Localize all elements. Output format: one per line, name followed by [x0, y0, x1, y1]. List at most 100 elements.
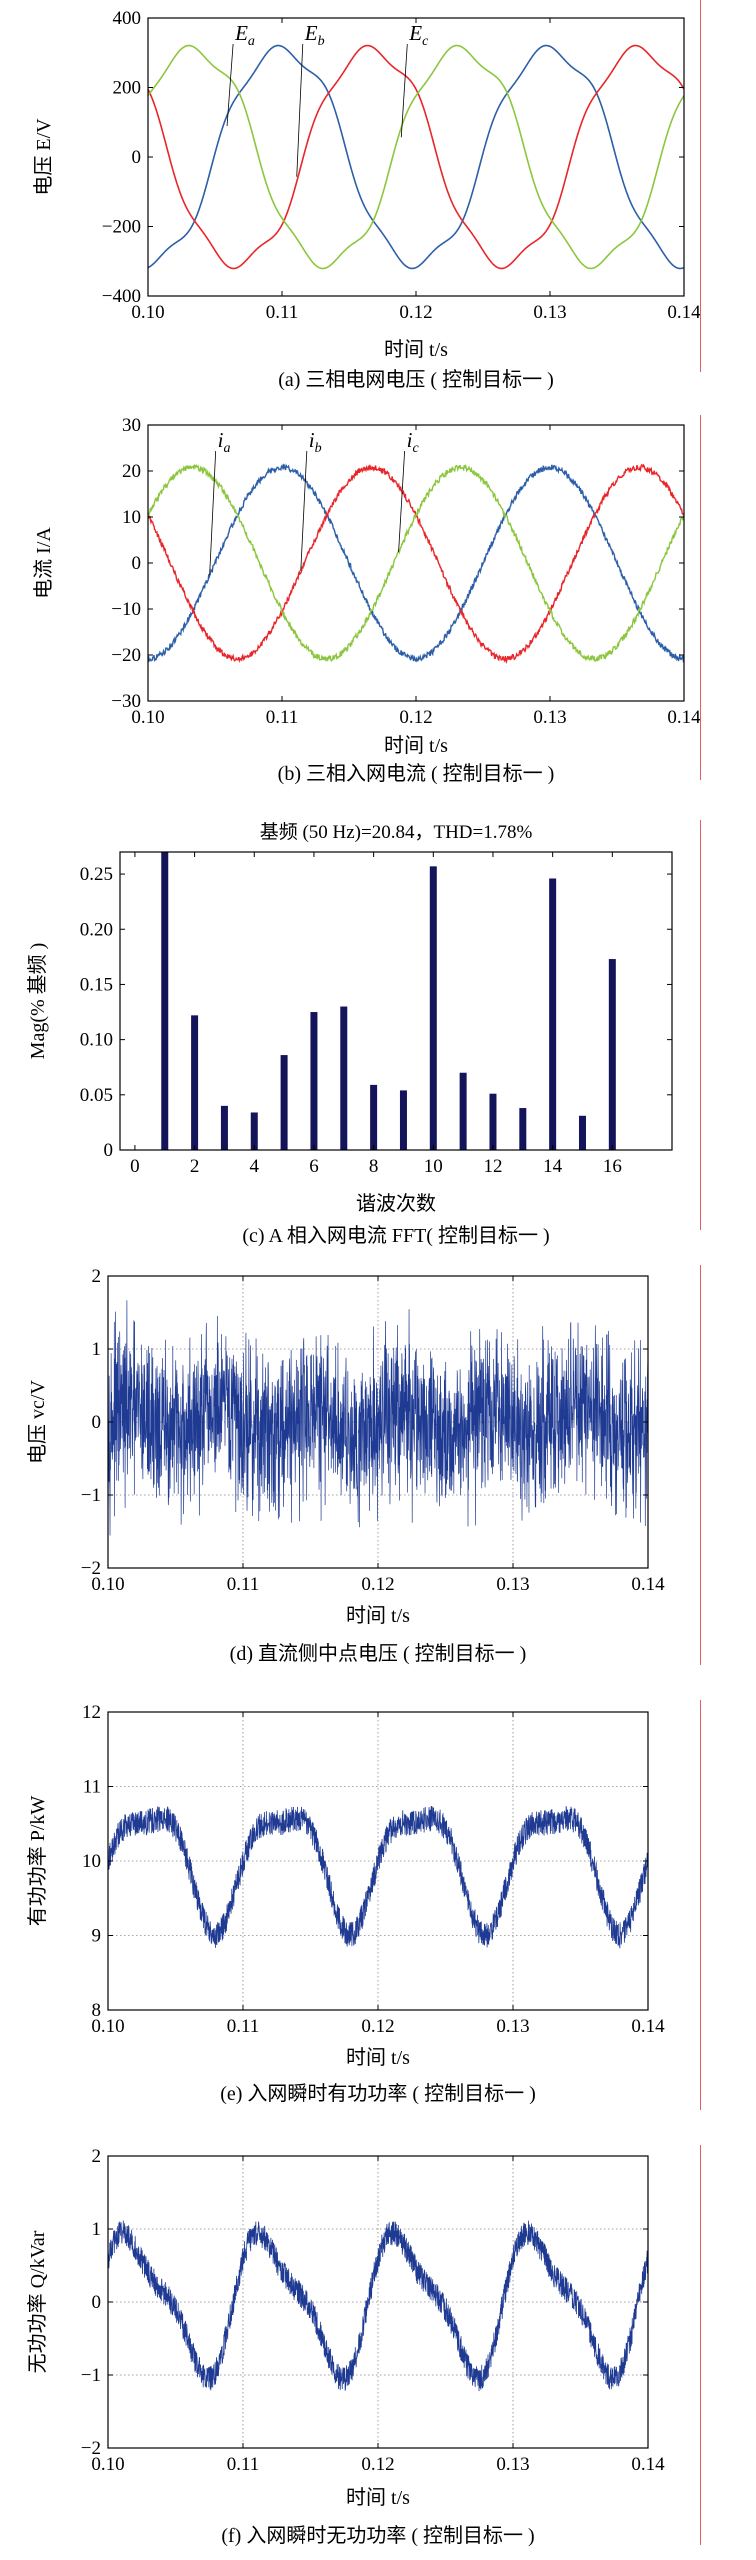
- y-tick-label: −200: [102, 217, 141, 238]
- x-tick-label: 16: [603, 1156, 622, 1177]
- axes-frame: [119, 851, 673, 1151]
- x-axis-label: 时间 t/s: [384, 338, 448, 361]
- y-axis-label: 无功功率 Q/kVar: [26, 2230, 49, 2373]
- x-tick-label: 2: [190, 1156, 200, 1177]
- series-line-ic: [148, 464, 684, 663]
- x-tick-label: 0.14: [631, 2454, 665, 2475]
- chart-f: 0.10 0.11 0.12 0.13 0.14 2 1 0 −1 −2 时间 t/s 无功功率 Q/…: [26, 2146, 665, 2547]
- bar-harmonic-14: [549, 878, 557, 1150]
- margin-line: [700, 820, 701, 1230]
- x-tick-label: 0.11: [227, 2016, 260, 2037]
- y-tick-label: −2: [81, 2438, 101, 2459]
- bar-harmonic-4: [250, 1112, 258, 1150]
- y-tick-label: 0: [132, 553, 142, 574]
- plot-area-f: [108, 2220, 648, 2392]
- x-tick-label: 0.12: [399, 707, 432, 728]
- margin-line: [700, 1265, 701, 1665]
- series-line-ia: [148, 463, 684, 663]
- x-axis-label: 时间 t/s: [346, 2486, 410, 2509]
- chart-caption: (f) 入网瞬时无功功率 ( 控制目标一 ): [221, 2524, 534, 2547]
- series-label-Eb: Eb: [304, 21, 325, 49]
- series-label-Ea: Ea: [234, 21, 255, 49]
- y-tick-label: −2: [81, 1558, 101, 1579]
- y-tick-label: 1: [92, 2219, 102, 2240]
- series-label-Ec: Ec: [408, 21, 429, 49]
- plot-area-b: [148, 463, 684, 665]
- chart-title: 基频 (50 Hz)=20.84，THD=1.78%: [260, 821, 533, 843]
- y-tick-label: 20: [122, 461, 141, 482]
- x-tick-label: 0.10: [91, 2454, 124, 2475]
- chart-caption: (b) 三相入网电流 ( 控制目标一 ): [278, 762, 555, 785]
- y-tick-label: 200: [113, 78, 142, 99]
- y-tick-label: −1: [81, 2365, 101, 2386]
- x-tick-label: 0.12: [361, 2454, 394, 2475]
- x-tick-label: 0.12: [361, 1574, 394, 1595]
- y-tick-label: 0: [132, 147, 142, 168]
- bar-harmonic-6: [310, 1012, 318, 1150]
- y-axis-label: 电压 E/V: [32, 118, 55, 196]
- x-tick-label: 0.10: [91, 2016, 124, 2037]
- margin-line: [700, 0, 701, 372]
- y-tick-label: 0.15: [80, 974, 113, 995]
- bar-harmonic-10: [429, 866, 437, 1150]
- series-line-P: [108, 1805, 648, 1949]
- series-line-Ea: [148, 44, 684, 270]
- y-axis-label: 电压 vc/V: [26, 1380, 49, 1464]
- x-tick-label: 10: [424, 1156, 443, 1177]
- x-tick-label: 0.11: [266, 707, 299, 728]
- bar-harmonic-7: [340, 1006, 348, 1150]
- y-tick-label: 1: [92, 1339, 102, 1360]
- y-tick-label: 0: [92, 2292, 102, 2313]
- chart-caption: (a) 三相电网电压 ( 控制目标一 ): [278, 368, 554, 391]
- x-tick-label: 0.11: [227, 1574, 260, 1595]
- x-tick-label: 0.10: [91, 1574, 124, 1595]
- bar-harmonic-3: [220, 1105, 228, 1150]
- plot-area-d: [108, 1300, 648, 1536]
- series-line-vc: [108, 1300, 648, 1536]
- margin-line: [700, 2145, 701, 2545]
- bar-harmonic-11: [459, 1072, 467, 1150]
- y-tick-label: 0.10: [80, 1030, 113, 1051]
- y-axis-label: 有功功率 P/kW: [26, 1796, 49, 1927]
- bar-harmonic-2: [191, 1015, 199, 1150]
- chart-a: 0.10 0.11 0.12 0.13 0.14 400 200 0 −200 −400 时间 t/…: [32, 8, 701, 391]
- y-tick-label: 11: [83, 1777, 101, 1798]
- series-line-Q: [108, 2220, 648, 2392]
- y-tick-label: 2: [92, 2146, 102, 2167]
- x-tick-label: 0.14: [667, 707, 701, 728]
- bar-harmonic-5: [280, 1055, 288, 1150]
- y-tick-label: 400: [113, 8, 142, 29]
- x-tick-label: 0.14: [667, 302, 701, 323]
- bar-harmonic-16: [608, 959, 616, 1150]
- y-tick-label: −30: [111, 691, 141, 712]
- y-tick-label: 10: [82, 1851, 101, 1872]
- bar-harmonic-8: [370, 1084, 378, 1150]
- plot-area-c: [161, 852, 616, 1150]
- y-tick-label: 9: [92, 1926, 102, 1947]
- y-tick-label: −10: [111, 599, 141, 620]
- series-line-Ec: [148, 44, 684, 270]
- y-tick-label: 30: [122, 415, 141, 436]
- y-axis-label: 电流 I/A: [32, 527, 55, 599]
- x-tick-label: 0.14: [631, 1574, 665, 1595]
- series-label-leader: [400, 43, 408, 138]
- x-tick-label: 0.12: [399, 302, 432, 323]
- y-tick-label: 0.05: [80, 1085, 113, 1106]
- x-tick-label: 0.10: [131, 707, 164, 728]
- margin-line: [700, 415, 701, 780]
- plot-area-a: [148, 44, 684, 270]
- x-axis-label: 时间 t/s: [346, 1604, 410, 1627]
- series-label-leader: [226, 43, 234, 127]
- y-tick-label: 0.25: [80, 864, 113, 885]
- chart-caption: (d) 直流侧中点电压 ( 控制目标一 ): [230, 1642, 527, 1665]
- x-tick-label: 8: [369, 1156, 379, 1177]
- x-tick-label: 0.12: [361, 2016, 394, 2037]
- x-tick-label: 4: [250, 1156, 260, 1177]
- bar-harmonic-1: [161, 852, 169, 1150]
- series-label-ia: ia: [218, 428, 231, 456]
- y-tick-label: 0.20: [80, 919, 113, 940]
- axes-frame: [147, 17, 685, 297]
- x-axis-label: 时间 t/s: [384, 734, 448, 757]
- y-tick-label: −20: [111, 645, 141, 666]
- y-tick-label: 2: [92, 1266, 102, 1287]
